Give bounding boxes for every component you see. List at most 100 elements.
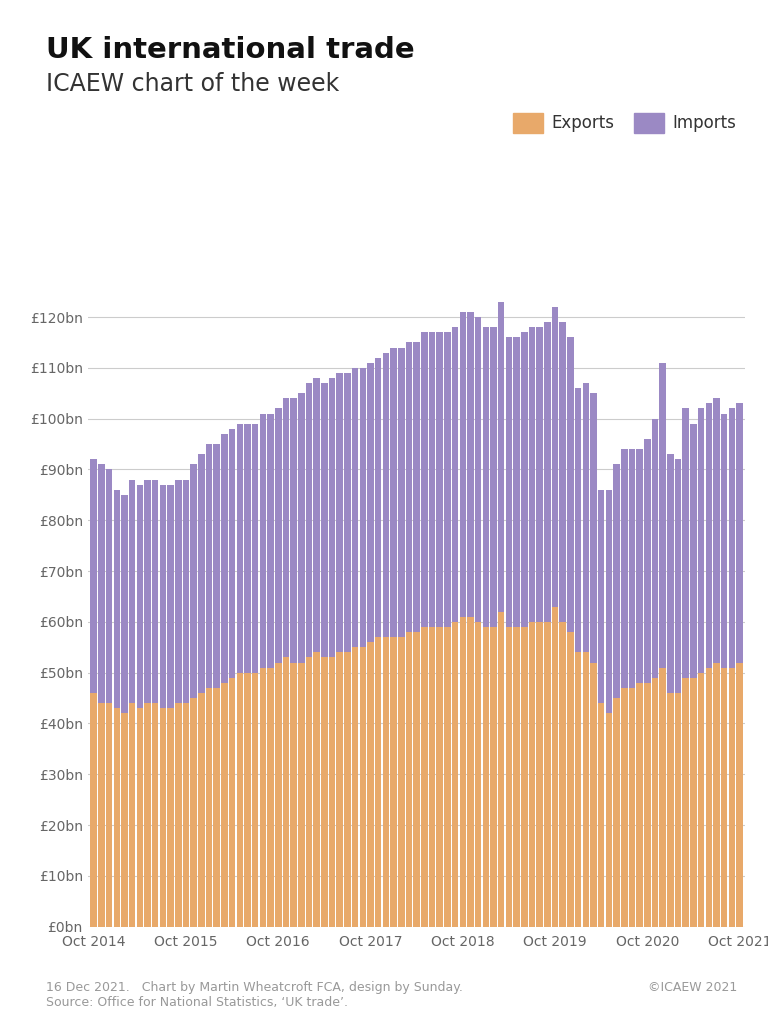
Bar	[375, 357, 382, 637]
Bar	[329, 657, 336, 927]
Bar	[606, 489, 612, 714]
Bar	[160, 484, 166, 709]
Bar	[606, 714, 612, 927]
Bar	[498, 611, 505, 927]
Bar	[421, 332, 428, 627]
Bar	[283, 398, 290, 657]
Bar	[91, 693, 97, 927]
Bar	[359, 368, 366, 647]
Bar	[621, 450, 627, 688]
Bar	[452, 622, 458, 927]
Text: ©ICAEW 2021: ©ICAEW 2021	[648, 981, 737, 994]
Bar	[729, 409, 735, 668]
Bar	[729, 668, 735, 927]
Bar	[574, 652, 581, 927]
Bar	[559, 622, 566, 927]
Bar	[359, 647, 366, 927]
Bar	[183, 479, 189, 703]
Bar	[452, 328, 458, 622]
Bar	[214, 444, 220, 688]
Bar	[321, 383, 328, 657]
Bar	[298, 663, 305, 927]
Bar	[505, 627, 512, 927]
Bar	[706, 668, 712, 927]
Bar	[206, 688, 212, 927]
Bar	[490, 328, 497, 627]
Bar	[336, 652, 343, 927]
Bar	[574, 388, 581, 652]
Bar	[429, 332, 435, 627]
Bar	[352, 368, 359, 647]
Bar	[475, 622, 482, 927]
Bar	[528, 622, 535, 927]
Bar	[237, 424, 243, 673]
Bar	[475, 317, 482, 622]
Bar	[621, 688, 627, 927]
Bar	[306, 657, 313, 927]
Bar	[667, 455, 674, 693]
Bar	[267, 414, 274, 668]
Bar	[398, 637, 405, 927]
Bar	[367, 642, 374, 927]
Bar	[175, 703, 181, 927]
Bar	[544, 323, 551, 622]
Bar	[406, 632, 412, 927]
Bar	[106, 703, 112, 927]
Bar	[98, 703, 104, 927]
Bar	[660, 362, 666, 668]
Bar	[660, 668, 666, 927]
Bar	[459, 616, 466, 927]
Bar	[513, 337, 520, 627]
Bar	[629, 688, 635, 927]
Bar	[198, 693, 204, 927]
Bar	[482, 627, 489, 927]
Bar	[352, 647, 359, 927]
Bar	[367, 362, 374, 642]
Bar	[683, 678, 689, 927]
Bar	[467, 312, 474, 616]
Bar	[152, 703, 158, 927]
Bar	[129, 703, 135, 927]
Bar	[690, 678, 697, 927]
Bar	[275, 409, 282, 663]
Bar	[260, 668, 266, 927]
Bar	[544, 622, 551, 927]
Bar	[551, 606, 558, 927]
Bar	[583, 652, 589, 927]
Bar	[690, 424, 697, 678]
Bar	[221, 434, 227, 683]
Bar	[713, 398, 720, 663]
Bar	[313, 652, 320, 927]
Bar	[214, 688, 220, 927]
Bar	[591, 393, 597, 663]
Bar	[644, 439, 650, 683]
Bar	[444, 332, 451, 627]
Bar	[390, 347, 397, 637]
Bar	[598, 489, 604, 703]
Bar	[252, 424, 259, 673]
Text: 16 Dec 2021.   Chart by Martin Wheatcroft FCA, design by Sunday.
Source: Office : 16 Dec 2021. Chart by Martin Wheatcroft …	[46, 981, 463, 1009]
Legend: Exports, Imports: Exports, Imports	[513, 113, 737, 133]
Bar	[698, 673, 704, 927]
Bar	[698, 409, 704, 673]
Bar	[706, 403, 712, 668]
Bar	[121, 495, 127, 714]
Bar	[737, 403, 743, 663]
Text: ICAEW chart of the week: ICAEW chart of the week	[46, 72, 339, 95]
Bar	[244, 673, 250, 927]
Bar	[521, 627, 528, 927]
Bar	[652, 678, 658, 927]
Bar	[167, 484, 174, 709]
Bar	[183, 703, 189, 927]
Bar	[98, 465, 104, 703]
Bar	[614, 698, 620, 927]
Bar	[614, 465, 620, 698]
Bar	[505, 337, 512, 627]
Bar	[652, 419, 658, 678]
Bar	[490, 627, 497, 927]
Bar	[160, 709, 166, 927]
Bar	[521, 332, 528, 627]
Bar	[667, 693, 674, 927]
Bar	[267, 668, 274, 927]
Bar	[498, 302, 505, 611]
